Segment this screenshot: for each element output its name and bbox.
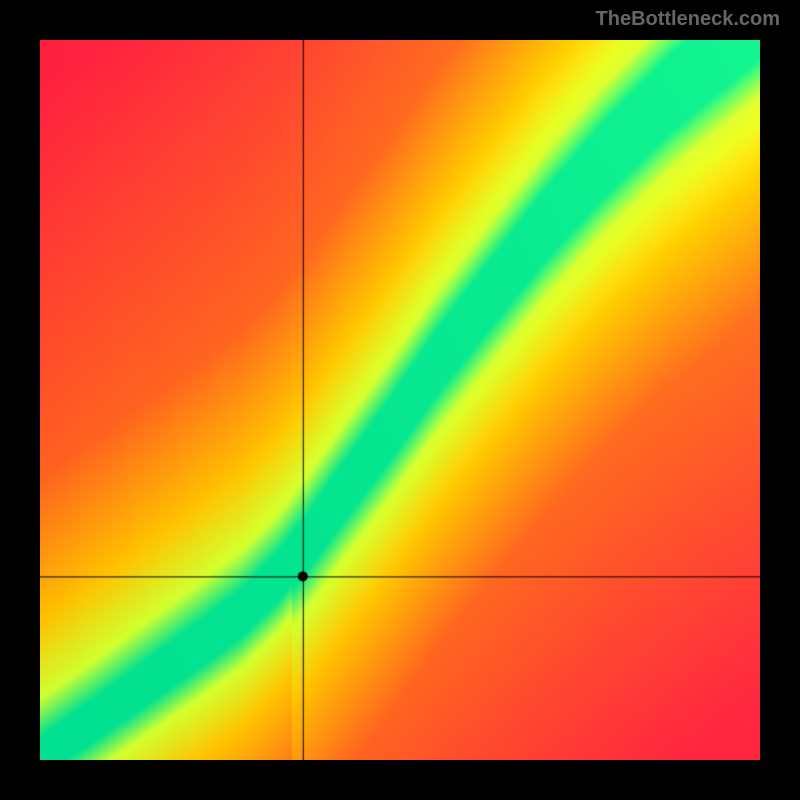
- heatmap-canvas: [40, 40, 760, 760]
- bottleneck-heatmap: [40, 40, 760, 760]
- watermark-text: TheBottleneck.com: [596, 8, 780, 31]
